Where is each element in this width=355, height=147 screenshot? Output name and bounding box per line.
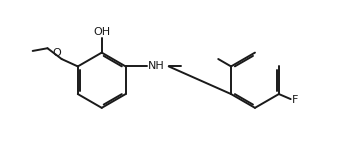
Text: OH: OH — [93, 27, 110, 37]
Text: O: O — [52, 48, 61, 58]
Text: F: F — [292, 95, 299, 105]
Text: NH: NH — [148, 61, 164, 71]
